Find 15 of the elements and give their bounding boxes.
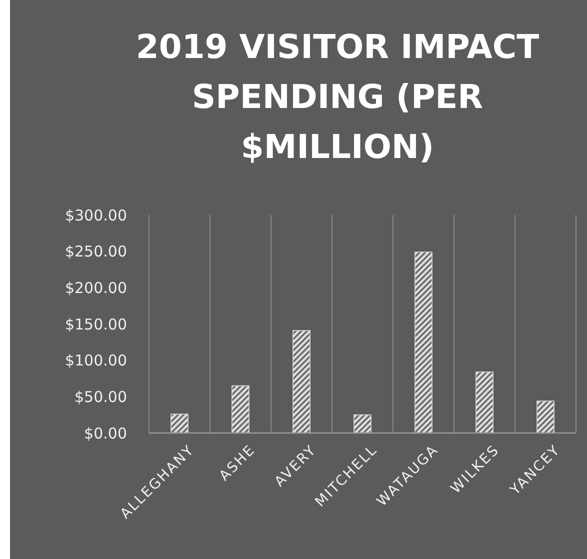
y-tick-label: $250.00 (64, 242, 127, 261)
y-tick-label: $100.00 (64, 352, 127, 370)
chart-title: 2019 VISITOR IMPACT SPENDING (PER $MILLION) (136, 27, 540, 166)
y-tick-label: $50.00 (74, 388, 127, 406)
bar (536, 400, 554, 434)
y-tick-label: $300.00 (64, 206, 127, 224)
bar (232, 385, 250, 434)
y-tick-label: $200.00 (64, 278, 127, 297)
bar (476, 372, 494, 434)
bar (292, 330, 310, 434)
bar (414, 252, 432, 434)
y-tick-label: $0.00 (84, 424, 127, 442)
y-tick-label: $150.00 (64, 315, 127, 334)
bar (170, 414, 188, 434)
bar (354, 414, 372, 434)
